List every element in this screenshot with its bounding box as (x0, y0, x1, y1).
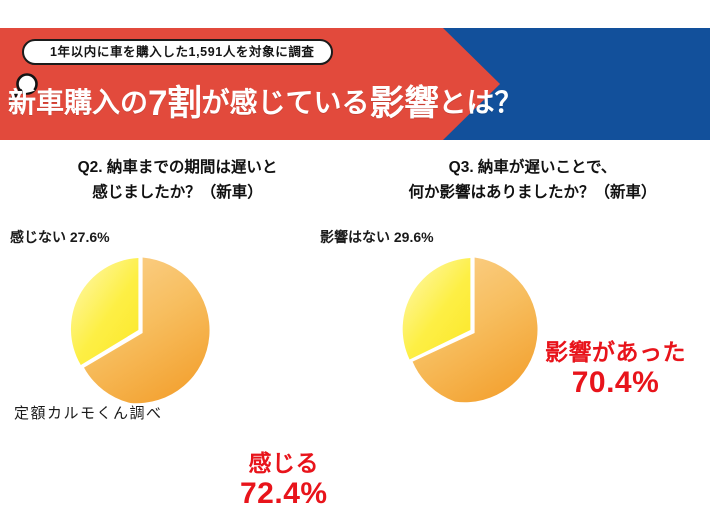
pie-chart-q3-svg (402, 257, 538, 403)
source-credit: 定額カルモくん調べ (14, 405, 163, 422)
chart-title-q3-line1: Q3. 納車が遅いことで、 (448, 159, 617, 176)
callout-q2-word: 感じる (248, 450, 320, 476)
callout-q3-value: 70.4% (571, 365, 660, 399)
headline-part-1: 7割 (148, 83, 202, 123)
chart-title-q2-line2: 感じましたか？（新車） (92, 184, 263, 202)
headline-part-3: 影響 (369, 83, 440, 123)
chart-title-q3-line2: 何か影響はありましたか？（新車） (408, 184, 657, 202)
infographic-root: 中古車にした 間に合う車にした 1年以内に車を購入した1,591人を対象に調査 … (0, 28, 710, 510)
pie-slice-q2-minor (70, 258, 139, 365)
callout-q2-value: 72.4% (240, 476, 328, 510)
chart-title-q3: Q3. 納車が遅いことで、 何か影響はありましたか？（新車） (355, 155, 710, 205)
callout-q3: 影響があった 70.4% (545, 339, 686, 399)
slice-label-q3-minor: 影響はない 29.6% (320, 229, 434, 245)
callout-q3-word: 影響があった (545, 339, 686, 365)
chart-title-q2-line1: Q2. 納車までの期間は遅いと (77, 159, 278, 176)
headline-part-0: 新車購入の (8, 87, 149, 118)
pie-slice-q3-minor (402, 258, 471, 360)
survey-badge: 1年以内に車を購入した1,591人を対象に調査 (22, 39, 333, 65)
slice-label-q2-minor: 感じない 27.6% (10, 229, 110, 245)
headline-part-2: が感じている (201, 87, 370, 118)
pie-chart-q3 (398, 255, 548, 405)
headline: 新車購入の 7割 が感じている 影響 とは？ (8, 78, 523, 128)
pie-chart-q2-svg (70, 257, 210, 404)
chart-title-q2: Q2. 納車までの期間は遅いと 感じましたか？（新車） (0, 155, 355, 205)
chart-panel-q3: Q3. 納車が遅いことで、 何か影響はありましたか？（新車） 影響はない 29.… (320, 155, 710, 425)
callout-q2: 感じる 72.4% (240, 450, 328, 510)
pie-slice-q3-major (412, 257, 538, 403)
header-banner: 中古車にした 間に合う車にした 1年以内に車を購入した1,591人を対象に調査 … (0, 28, 710, 140)
headline-part-4: とは？ (438, 87, 523, 118)
pie-slice-q2-major (84, 257, 210, 404)
survey-badge-label: 1年以内に車を購入した1,591人を対象に調査 (50, 44, 315, 59)
chart-panel-q2: Q2. 納車までの期間は遅いと 感じましたか？（新車） 感じない 27.6% (0, 155, 355, 510)
pie-chart-q2 (66, 255, 216, 405)
